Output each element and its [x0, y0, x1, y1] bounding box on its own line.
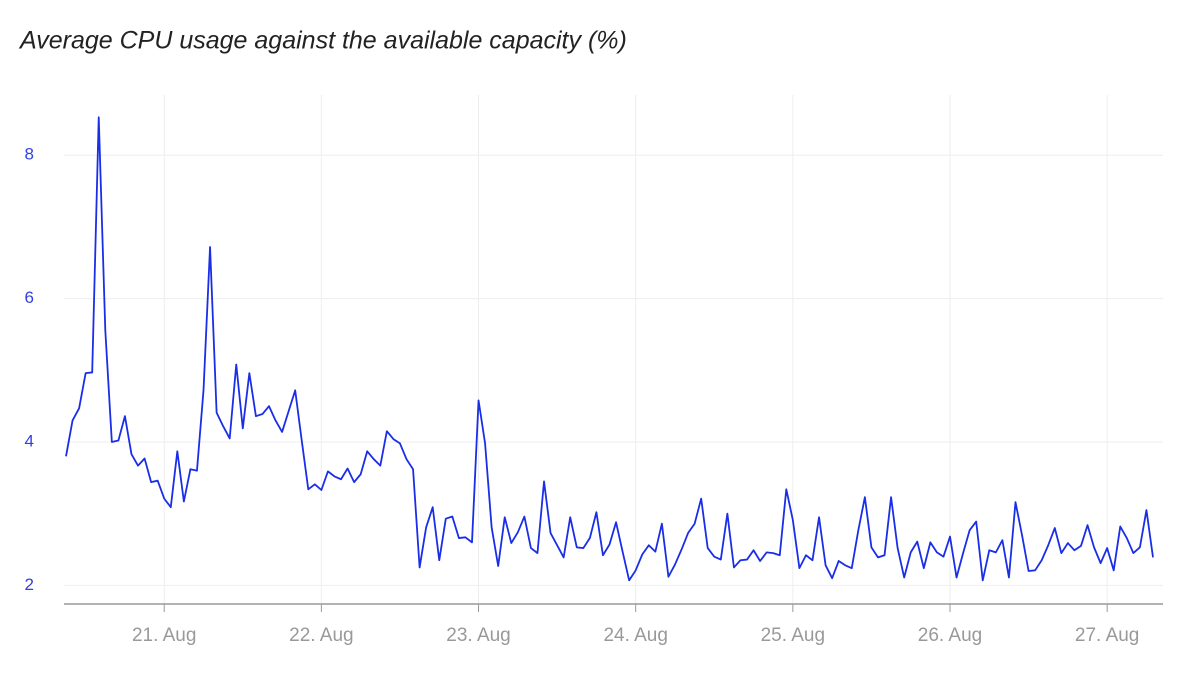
x-tick-label: 21. Aug [132, 625, 196, 646]
x-tick-label: 27. Aug [1075, 625, 1139, 646]
y-tick-label: 6 [25, 288, 34, 307]
y-tick-label: 8 [25, 145, 34, 164]
series-line [65, 116, 1154, 582]
x-tick-label: 23. Aug [446, 625, 510, 646]
x-tick-label: 26. Aug [918, 625, 982, 646]
x-tick-label: 25. Aug [761, 625, 825, 646]
x-tick-label: 22. Aug [289, 625, 353, 646]
chart-title: Average CPU usage against the available … [18, 27, 627, 55]
y-tick-label: 4 [25, 431, 34, 450]
x-tick-label: 24. Aug [603, 625, 667, 646]
y-tick-label: 2 [25, 575, 34, 594]
